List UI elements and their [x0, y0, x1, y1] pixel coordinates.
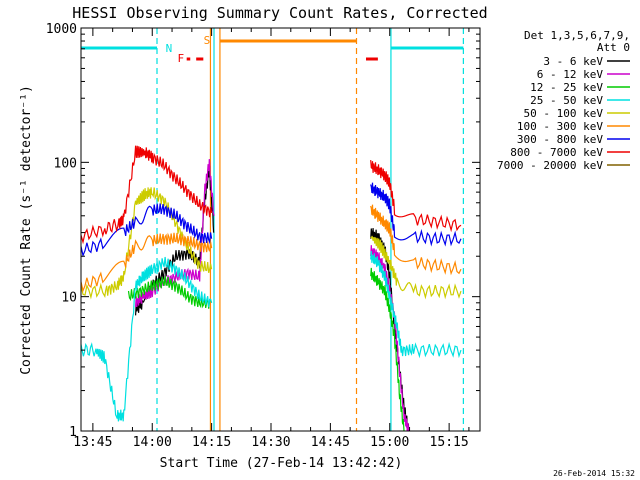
legend-header: Det 1,3,5,6,7,9, — [524, 29, 630, 42]
plot-frame — [80, 27, 481, 432]
legend-label: 300 - 800 keV — [517, 133, 603, 146]
series-layer — [81, 145, 462, 431]
x-tick-label: 14:00 — [133, 435, 172, 450]
series-line — [81, 232, 213, 293]
x-tick-label: 15:00 — [370, 435, 409, 450]
series-line — [81, 145, 213, 245]
legend-label: 12 - 25 keV — [530, 81, 603, 94]
x-tick-label: 15:15 — [430, 435, 469, 450]
flag-label: N — [166, 42, 173, 55]
y-axis-label: Corrected Count Rate (s⁻¹ detector⁻¹) — [19, 85, 34, 375]
footer-date: 26-Feb-2014 15:32 — [553, 469, 635, 478]
x-axis: 13:45 14:00 14:15 14:30 14:45 15:00 15:15 — [73, 28, 470, 450]
legend-label: 50 - 100 keV — [524, 107, 604, 120]
series-line — [135, 159, 215, 308]
series-line — [81, 203, 213, 258]
x-axis-label: Start Time (27-Feb-14 13:42:42) — [160, 456, 403, 471]
y-tick-label: 10 — [61, 291, 77, 306]
x-tick-label: 14:45 — [311, 435, 350, 450]
plot-clip-group: N S F — [81, 28, 464, 431]
flag-label: S — [204, 34, 211, 47]
y-tick-label: 100 — [54, 156, 77, 171]
y-tick-label: 1 — [69, 425, 77, 440]
legend-label: 3 - 6 keV — [543, 55, 603, 68]
legend-header: Att 0 — [597, 41, 630, 54]
series-line — [370, 204, 462, 276]
flag-label: F — [177, 52, 184, 65]
legend-label: 25 - 50 keV — [530, 94, 603, 107]
chart-title: HESSI Observing Summary Count Rates, Cor… — [72, 4, 487, 22]
series-line — [370, 250, 462, 359]
y-axis: 1 10 100 1000 — [46, 22, 480, 440]
series-line — [370, 160, 462, 233]
legend-label: 7000 - 20000 keV — [497, 159, 603, 172]
series-line — [370, 182, 462, 247]
legend-label: 6 - 12 keV — [537, 68, 604, 81]
x-tick-label: 13:45 — [73, 435, 112, 450]
legend-label: 800 - 7000 keV — [510, 146, 603, 159]
x-tick-label: 14:30 — [251, 435, 290, 450]
series-line — [81, 256, 213, 422]
flag-layer: N S F — [81, 34, 464, 65]
y-tick-label: 1000 — [46, 22, 77, 37]
series-line — [81, 187, 213, 300]
legend-label: 100 - 300 keV — [517, 120, 603, 133]
series-line — [127, 275, 213, 309]
x-tick-label: 14:15 — [192, 435, 231, 450]
series-line — [370, 235, 462, 300]
